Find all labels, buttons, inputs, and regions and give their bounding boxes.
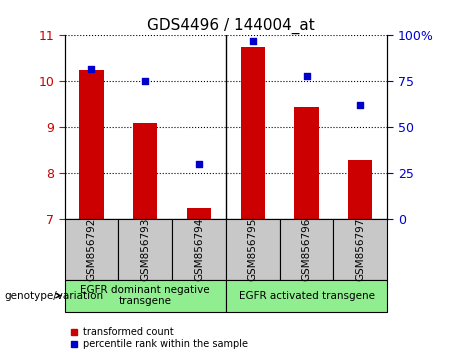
Point bbox=[142, 79, 149, 84]
Bar bbox=[79, 70, 104, 219]
Text: GSM856796: GSM856796 bbox=[301, 218, 312, 281]
Point bbox=[249, 38, 256, 44]
Text: GSM856797: GSM856797 bbox=[355, 218, 366, 281]
Point bbox=[195, 161, 203, 167]
Text: EGFR dominant negative
transgene: EGFR dominant negative transgene bbox=[80, 285, 210, 307]
Bar bbox=[187, 208, 211, 219]
Text: GSM856795: GSM856795 bbox=[248, 218, 258, 281]
Text: GSM856794: GSM856794 bbox=[194, 218, 204, 281]
Text: GSM856793: GSM856793 bbox=[140, 218, 150, 281]
Text: genotype/variation: genotype/variation bbox=[5, 291, 104, 301]
Text: EGFR activated transgene: EGFR activated transgene bbox=[238, 291, 375, 301]
Text: GSM856792: GSM856792 bbox=[86, 218, 96, 281]
Point bbox=[88, 66, 95, 72]
Bar bbox=[133, 123, 157, 219]
Bar bbox=[241, 47, 265, 219]
Legend: transformed count, percentile rank within the sample: transformed count, percentile rank withi… bbox=[70, 327, 248, 349]
Bar bbox=[295, 107, 319, 219]
Text: GDS4496 / 144004_at: GDS4496 / 144004_at bbox=[147, 18, 314, 34]
Point bbox=[303, 73, 310, 79]
Point bbox=[357, 103, 364, 108]
Bar bbox=[348, 160, 372, 219]
